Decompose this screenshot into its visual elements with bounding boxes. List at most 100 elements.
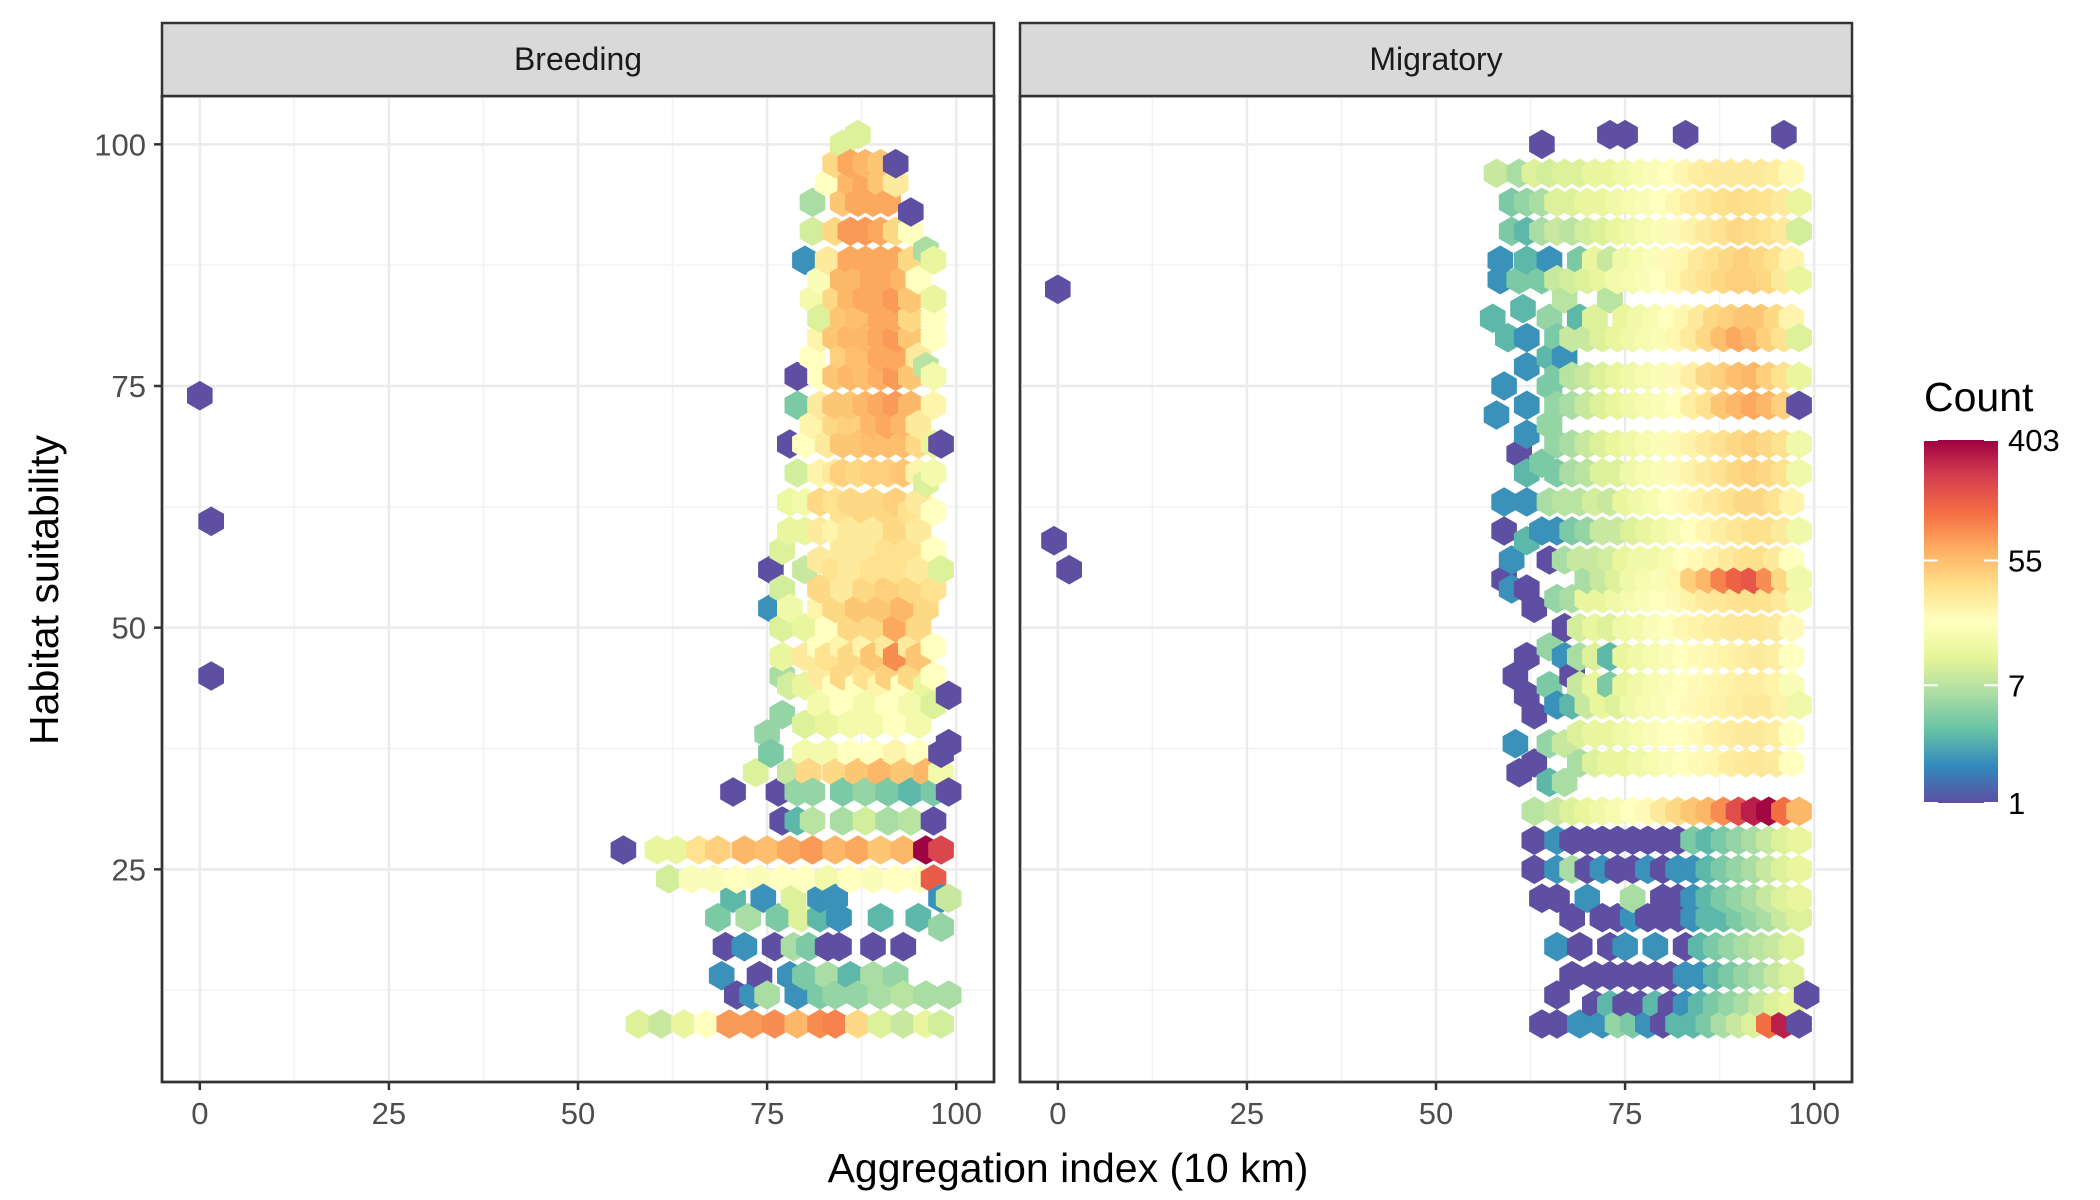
hex-cell [852,777,879,807]
hex-cell [913,980,939,1010]
hex-cell [784,1009,811,1039]
hex-cell [1778,719,1805,749]
x-tick-label: 25 [372,1096,406,1131]
hex-cell [905,709,932,740]
hex-cell [920,390,947,421]
x-axis-title: Aggregation index (10 km) [828,1145,1309,1191]
hex-cell [1483,158,1510,189]
hex-cell [905,902,932,933]
hex-cell [935,883,962,914]
hex-cell [1778,487,1805,517]
hex-cell [784,361,811,392]
hex-cell [837,516,864,546]
x-tick-label: 50 [1419,1096,1453,1131]
hex-cell [826,931,852,962]
strip-background [1018,21,1854,98]
hex-cell [1619,883,1646,914]
hex-cell [739,1009,765,1039]
hex-cell [720,777,746,807]
hex-cell [1041,525,1067,556]
hex-cell [799,187,826,218]
hex-cell [935,980,962,1010]
hex-cell [1498,545,1525,575]
hex-cell [920,245,947,276]
hex-cell [1566,931,1593,962]
hex-cell [1544,980,1570,1010]
hex-cell [845,1009,871,1039]
x-tick-label: 75 [750,1096,784,1131]
hex-cell [754,835,780,865]
hex-cell [1786,1009,1812,1039]
y-axis-title: Habitat suitability [21,435,67,745]
hex-cell [1786,216,1812,247]
hex-cell [1612,119,1638,150]
hex-cell [724,864,750,894]
hex-cell [705,902,731,933]
hex-cell [935,777,962,807]
hex-cell [920,458,947,488]
hex-cell [1544,931,1570,962]
hex-cell [735,902,761,933]
hex-cell [1491,371,1517,401]
x-tick-label: 50 [561,1096,595,1131]
hex-cell [742,757,769,788]
hex-cell [1521,748,1548,778]
hex-cell [898,216,924,247]
hex-cell [1559,960,1585,991]
hex-cell [920,322,947,353]
hex-cell [882,864,909,894]
hex-cell [769,699,795,730]
hex-cell [928,429,954,459]
hex-cell [1786,187,1812,218]
hex-cell [822,980,848,1010]
hex-cell [625,1009,652,1039]
hex-cell [826,902,852,933]
hex-cell [1559,902,1585,933]
hex-cell [822,835,848,865]
hex-cell [1513,245,1540,276]
hex-cell [837,864,864,894]
hex-cell [852,806,879,836]
hex-cell [1056,554,1082,585]
hex-cell [1771,119,1797,150]
hex-cell [898,197,924,227]
hex-cell [875,806,901,836]
hex-cell [814,245,841,276]
hex-cell [761,1009,788,1039]
hex-cell [716,1009,743,1039]
x-axis-ticks: 0 25 50 75 100 [191,1082,982,1131]
hex-cell [920,496,947,527]
hex-cell [928,1009,954,1039]
x-tick-label: 100 [1788,1096,1840,1131]
hex-cell [920,632,947,662]
legend-title: Count [1924,374,2034,420]
hex-cell [792,612,818,643]
hex-cell [905,409,932,440]
hex-cell [648,1009,674,1039]
hex-cell [1778,960,1805,991]
x-axis-ticks: 0 25 50 75 100 [1049,1082,1840,1131]
hex-cell [750,883,777,914]
hex-cell [1786,322,1812,353]
hex-cell [754,980,780,1010]
hex-cell [1642,931,1669,962]
hex-cell [1521,796,1548,827]
hex-cell [935,680,962,711]
hex-cell [860,931,886,962]
hex-cell [1510,293,1536,324]
hex-cell [799,216,826,247]
hex-cell [1612,931,1638,962]
hex-cell [1479,303,1506,334]
hex-cell [1513,641,1540,672]
hex-cell [1786,516,1812,546]
y-axis-ticks: 25 50 75 100 [94,127,162,887]
hex-cell [837,554,864,585]
hex-cell [198,506,224,537]
hex-cell [845,980,871,1010]
hex-cell [845,119,871,150]
hex-cell [693,1009,720,1039]
hex-cell [898,303,924,334]
hex-cell [671,1009,697,1039]
hex-cell [792,960,818,991]
hex-cell [845,835,871,865]
